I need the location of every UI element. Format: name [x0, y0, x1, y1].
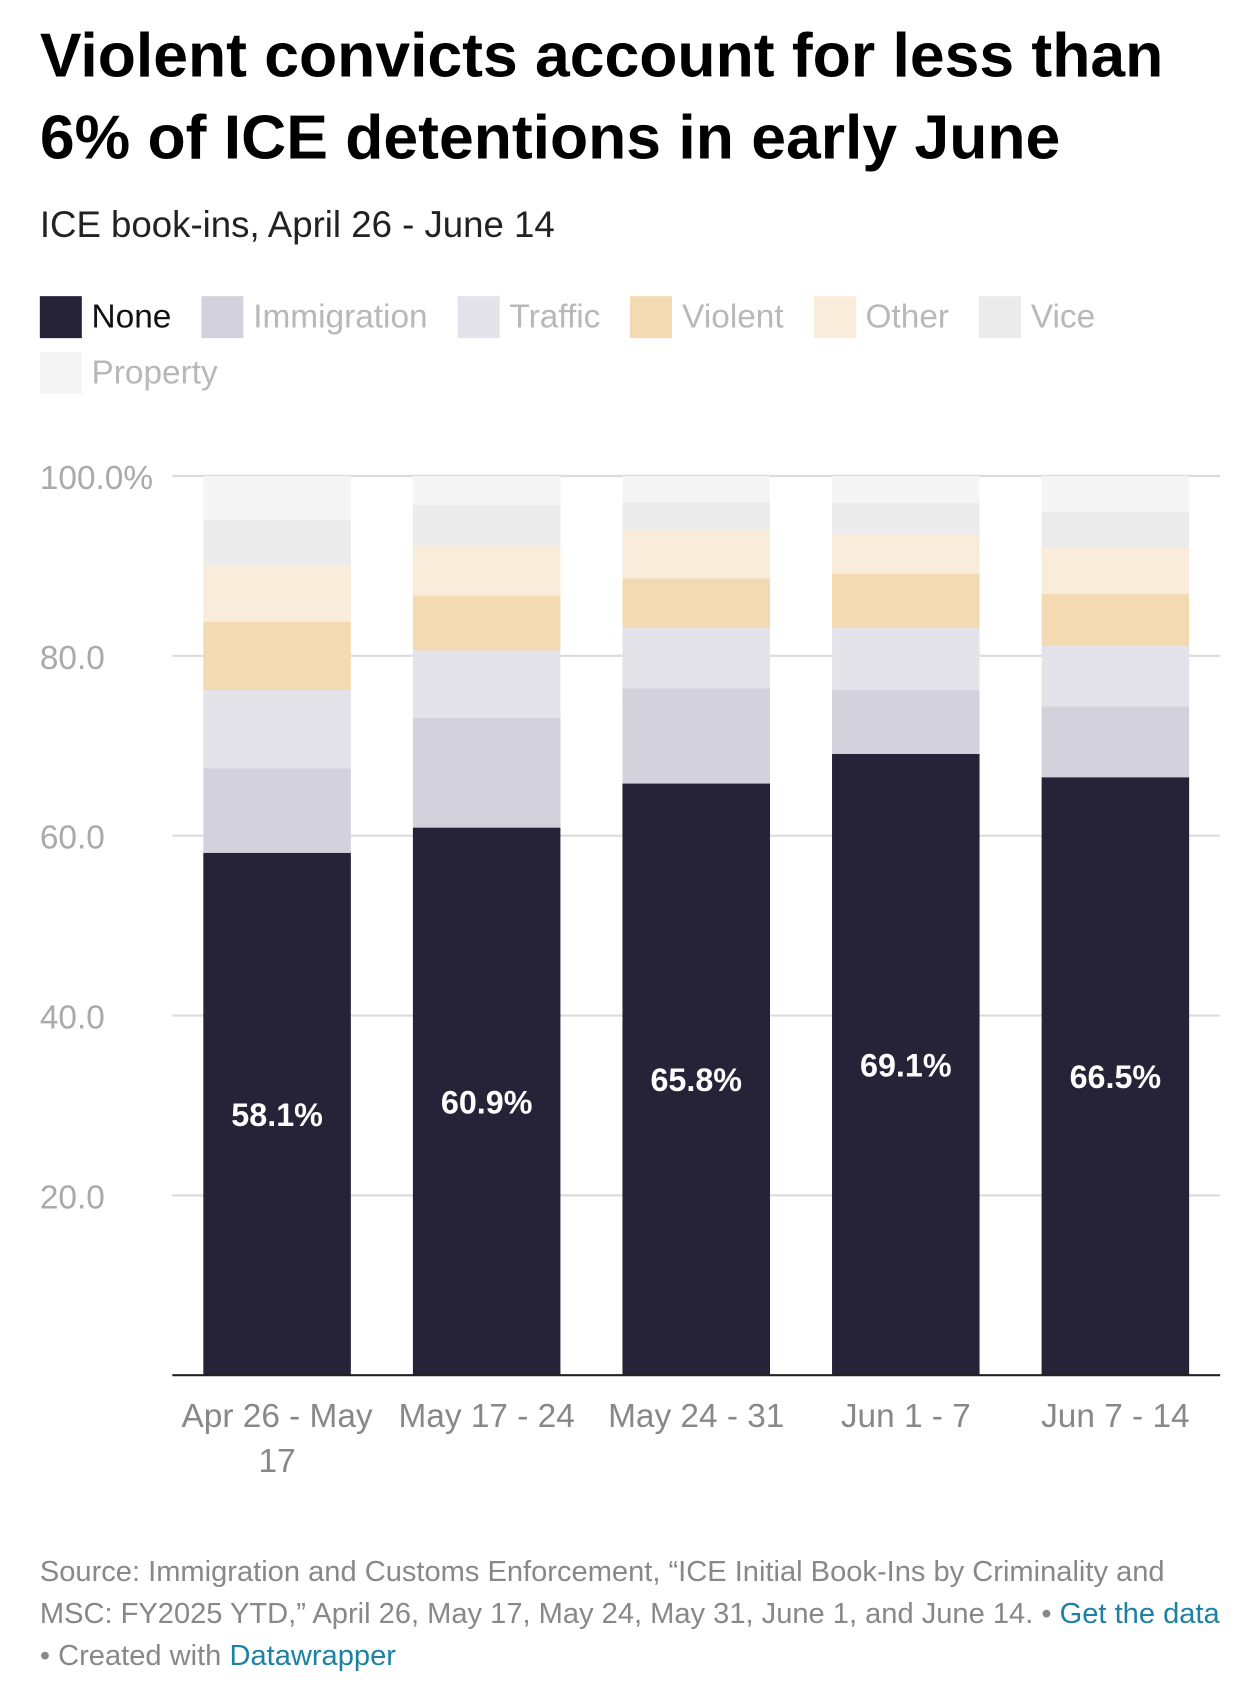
value-label: 58.1% — [231, 1097, 323, 1133]
legend-swatch — [813, 295, 856, 338]
chart-subtitle: ICE book-ins, April 26 - June 14 — [39, 204, 555, 246]
bar-segment — [1041, 645, 1190, 707]
legend-label: Property — [91, 353, 218, 391]
legend-label: Violent — [682, 297, 784, 335]
bar-segment — [832, 690, 980, 754]
bar-segment — [622, 475, 770, 503]
created-with: Created with — [58, 1639, 222, 1672]
bar-segment — [203, 768, 351, 853]
bar-segment — [412, 827, 561, 1376]
value-label: 65.8% — [650, 1062, 742, 1098]
legend-swatch — [39, 351, 82, 394]
get-data-link[interactable]: Get the data — [1059, 1597, 1220, 1630]
legend: None Immigration Traffic Violent Other Vice Pr… — [39, 295, 1225, 394]
x-tick-label: Jun 7 - 14 — [1041, 1396, 1190, 1435]
bar-segment — [832, 502, 980, 535]
bar-segment — [622, 783, 770, 1376]
bar-segment — [832, 753, 980, 1376]
legend-swatch — [457, 295, 500, 338]
legend-label: Traffic — [509, 297, 601, 335]
legend-swatch — [39, 295, 82, 338]
chart-title: Violent convicts account for less than 6… — [39, 20, 1164, 173]
bar-segment — [412, 504, 561, 547]
bar-segment — [1041, 547, 1190, 594]
bar-segment — [203, 520, 351, 566]
bar-segment — [203, 475, 351, 521]
legend-label: Other — [865, 297, 950, 335]
legend-item: Vice — [979, 295, 1095, 338]
legend-label: Immigration — [253, 297, 428, 335]
bar-segment — [412, 595, 561, 651]
y-tick-label: 20.0 — [40, 1179, 105, 1216]
legend-label: None — [91, 297, 172, 335]
x-tick-label: Apr 26 - May 17 — [181, 1396, 373, 1480]
legend-item: Violent — [630, 295, 784, 338]
bar-segment — [832, 534, 980, 575]
bar-segment — [1041, 777, 1190, 1376]
legend-item: Property — [39, 351, 218, 394]
bar-segment — [622, 529, 770, 579]
legend-swatch — [201, 295, 244, 338]
bar-segment — [832, 475, 980, 503]
bar-segment — [622, 502, 770, 530]
bar-segment — [203, 621, 351, 691]
legend-swatch — [630, 295, 673, 338]
legend-label: Vice — [1030, 297, 1096, 335]
y-tick-label: 100.0% — [40, 460, 153, 497]
legend-item: Other — [813, 295, 950, 338]
bar-segment — [412, 546, 561, 596]
bar-segment — [832, 574, 980, 628]
value-label: 66.5% — [1070, 1059, 1162, 1095]
bar-segment — [203, 690, 351, 769]
bar-segment — [622, 627, 770, 689]
bar-segment — [1041, 511, 1190, 548]
value-label: 69.1% — [860, 1047, 952, 1083]
bar-segment — [622, 578, 770, 628]
bar-segment — [412, 717, 561, 828]
legend-item: Immigration — [201, 295, 428, 338]
legend-swatch — [979, 295, 1022, 338]
bar-segment — [1041, 593, 1190, 646]
x-tick-label: May 24 - 31 — [608, 1396, 785, 1435]
x-tick-label: Jun 1 - 7 — [840, 1396, 971, 1435]
bar-segment — [203, 565, 351, 622]
y-tick-label: 80.0 — [40, 640, 105, 677]
footer: Source: Immigration and Customs Enforcem… — [39, 1555, 1220, 1672]
legend-item: Traffic — [457, 295, 601, 338]
x-tick-label: May 17 - 24 — [398, 1396, 575, 1435]
credit-link[interactable]: Datawrapper — [229, 1639, 396, 1672]
bar-segment — [1041, 475, 1190, 512]
y-tick-label: 60.0 — [40, 820, 105, 857]
bar-segment — [412, 475, 561, 505]
bar-segment — [832, 627, 980, 691]
bar-segment — [412, 650, 561, 718]
legend-item: None — [39, 295, 172, 338]
bar-segment — [1041, 706, 1190, 778]
bar-segment — [203, 852, 351, 1376]
value-label: 60.9% — [441, 1084, 533, 1120]
bar-segment — [622, 688, 770, 784]
y-tick-label: 40.0 — [40, 999, 105, 1036]
source: Source: Immigration and Customs Enforcem… — [39, 1555, 1165, 1630]
